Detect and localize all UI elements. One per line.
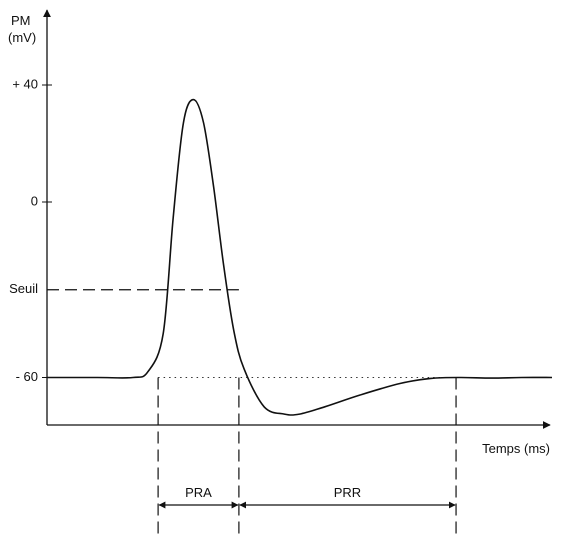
y-axis-unit: (mV) [8,30,36,45]
action-potential-curve [47,98,553,416]
y-ticks: + 40 0 Seuil - 60 [9,76,52,384]
y-tick-label: + 40 [12,76,38,91]
pra-label: PRA [185,485,212,500]
x-axis-label: Temps (ms) [482,441,550,456]
y-tick-label: - 60 [16,369,38,384]
y-axis-label: PM [11,13,31,28]
y-tick-label: Seuil [9,281,38,296]
y-tick-label: 0 [31,193,38,208]
prr-label: PRR [334,485,361,500]
period-marker-lines [157,377,457,535]
